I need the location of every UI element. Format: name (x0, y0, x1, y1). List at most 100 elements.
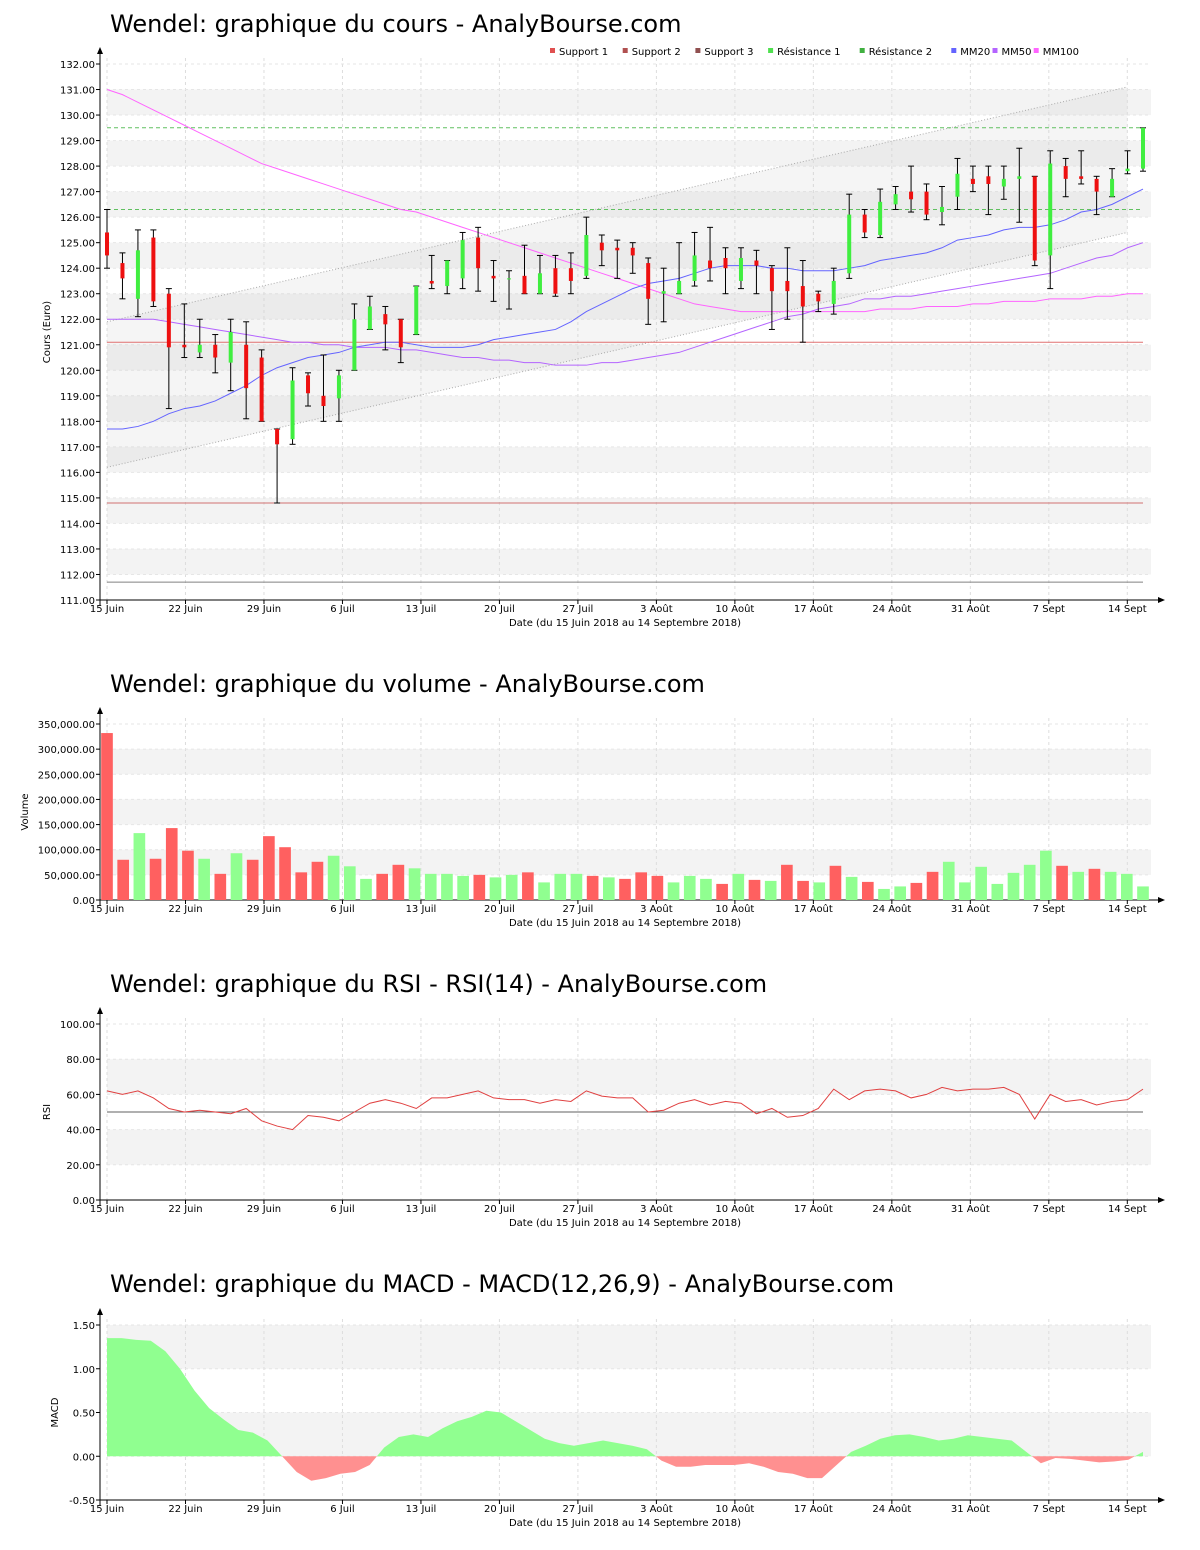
y-axis-label: MACD (50, 1397, 61, 1427)
x-tick-label: 22 Juin (168, 904, 202, 915)
candle-body-down (522, 275, 527, 294)
volume-bar-up (230, 853, 243, 900)
candle-body-up (831, 280, 836, 304)
legend-swatch (859, 48, 865, 53)
candle-body-up (1048, 163, 1053, 256)
volume-bar-down (586, 875, 599, 900)
candle-body-up (414, 286, 419, 335)
candle-body-down (120, 263, 125, 279)
mm100-line (106, 89, 1143, 313)
candle-body-down (599, 242, 604, 251)
candle-body-down (646, 263, 651, 299)
candle-body-up (290, 380, 295, 440)
x-tick-label: 22 Juin (168, 1204, 202, 1215)
legend-label: Support 2 (632, 47, 681, 58)
trend-channel-lower (106, 231, 1128, 468)
candle-body-down (259, 357, 264, 422)
volume-bar-up (133, 833, 146, 900)
volume-bar-up (424, 873, 437, 900)
candle-body-down (986, 176, 991, 184)
legend-swatch (768, 48, 774, 53)
y-axis-arrow (97, 707, 103, 714)
y-tick-label: 1.50 (73, 1321, 95, 1332)
y-tick-label: 113.00 (60, 545, 95, 556)
volume-bar-up (1023, 864, 1036, 900)
y-tick-label: 40.00 (66, 1126, 95, 1137)
volume-bar-down (748, 879, 761, 900)
x-axis-label: Date (du 15 Juin 2018 au 14 Septembre 20… (509, 1518, 741, 1529)
grid-band (107, 548, 1151, 575)
y-tick-label: -0.50 (69, 1496, 95, 1507)
volume-bar-up (1120, 873, 1133, 900)
volume-bar-up (1072, 871, 1085, 900)
candle-body-down (476, 237, 481, 269)
candle-body-up (537, 273, 542, 294)
x-axis-arrow (1158, 1197, 1165, 1203)
volume-bar-down (926, 871, 939, 900)
x-tick-label: 13 Juil (406, 904, 437, 915)
x-tick-label: 13 Juil (406, 1204, 437, 1215)
candle-body-up (1017, 176, 1022, 179)
candle-body-up (507, 278, 512, 280)
rsi-chart-plot: 0.00 20.00 40.00 60.00 80.00 100.00 15 Juin 22 … (42, 1007, 1165, 1229)
volume-bar-up (343, 866, 356, 900)
grid-band (107, 191, 1151, 218)
candle-body-down (708, 260, 713, 269)
volume-bar-down (1056, 865, 1068, 900)
grid-band (107, 395, 1151, 422)
volume-bar-down (1088, 868, 1101, 900)
x-tick-label: 24 Août (872, 1203, 911, 1215)
y-tick-label: 126.00 (60, 213, 95, 224)
macd-chart: Wendel: graphique du MACD - MACD(12,26,9… (0, 1260, 1200, 1550)
volume-bar-up (489, 877, 502, 900)
x-tick-label: 10 Août (715, 1203, 754, 1215)
candle-body-down (615, 247, 620, 251)
volume-bar-up (408, 868, 421, 900)
candle-body-down (862, 214, 867, 233)
x-tick-label: 29 Juin (247, 1504, 281, 1515)
volume-bar-up (1040, 850, 1052, 900)
volume-bar-down (182, 850, 194, 900)
volume-bar-up (700, 878, 712, 900)
candle-body-down (924, 191, 929, 215)
candle-body-down (1032, 176, 1037, 261)
x-tick-label: 29 Juin (247, 1204, 281, 1215)
candle-body-down (105, 232, 109, 256)
candle-body-down (800, 286, 805, 307)
candle-body-down (398, 319, 403, 348)
x-tick-label: 27 Juil (563, 1204, 594, 1215)
volume-bar-up (360, 878, 372, 900)
candle-body-down (429, 280, 434, 284)
volume-bar-down (149, 858, 162, 900)
y-tick-label: 119.00 (60, 392, 95, 403)
x-tick-label: 17 Août (794, 603, 833, 615)
volume-bar-down (910, 882, 923, 900)
candle-body-up (445, 260, 450, 287)
x-tick-label: 10 Août (715, 603, 754, 615)
candle-body-down (785, 280, 790, 292)
y-tick-label: 115.00 (60, 494, 95, 505)
volume-bar-up (1007, 872, 1020, 900)
volume-bar-up (457, 875, 469, 900)
volume-chart-title: Wendel: graphique du volume - AnalyBours… (110, 670, 705, 698)
candle-body-down (909, 191, 914, 200)
candle-body-down (630, 247, 635, 256)
y-tick-label: 350,000.00 (38, 720, 95, 731)
candle-body-up (692, 255, 697, 281)
x-tick-label: 6 Juil (330, 1504, 354, 1515)
x-tick-label: 15 Juin (90, 1504, 124, 1515)
macd-chart-plot: -0.50 0.00 0.50 1.00 1.50 15 Juin 22 Juin 29 Ju… (50, 1308, 1165, 1529)
x-tick-label: 29 Juin (247, 604, 281, 615)
volume-bar-down (101, 733, 113, 900)
y-tick-label: 0.00 (73, 1196, 95, 1207)
volume-bar-up (975, 866, 987, 900)
y-tick-label: 150,000.00 (38, 821, 95, 832)
volume-bar-up (991, 883, 1004, 900)
grid-band (107, 1325, 1151, 1369)
candle-body-down (151, 237, 156, 302)
candle-body-up (955, 173, 960, 197)
x-tick-label: 7 Sept (1033, 1204, 1065, 1215)
y-tick-label: 117.00 (60, 443, 95, 454)
x-tick-label: 27 Juil (563, 604, 594, 615)
legend-label: Résistance 1 (777, 46, 840, 58)
